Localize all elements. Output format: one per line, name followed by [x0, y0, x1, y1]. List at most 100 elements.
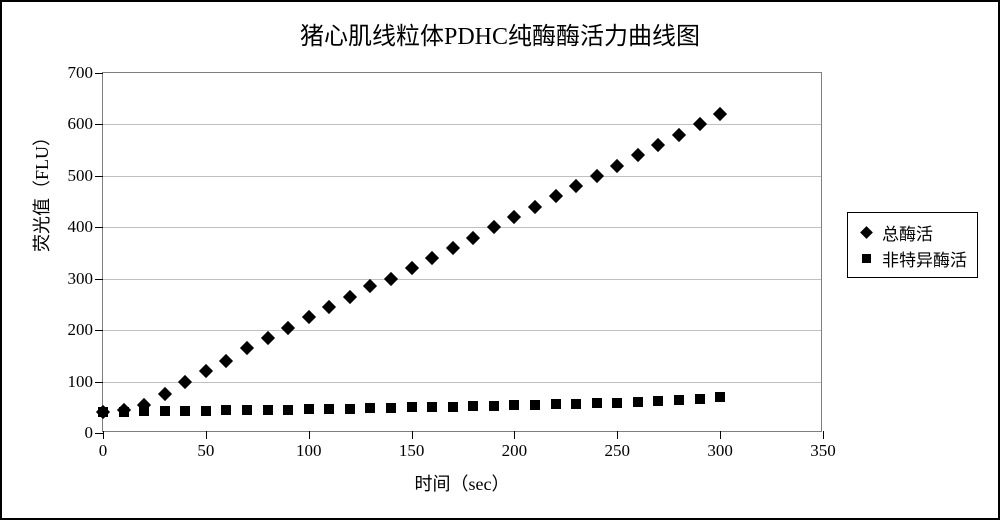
x-tick-label: 50	[181, 441, 231, 461]
data-point	[304, 404, 314, 414]
data-point	[345, 404, 355, 414]
data-point	[425, 251, 439, 265]
x-tick-label: 200	[489, 441, 539, 461]
data-point	[158, 387, 172, 401]
data-point	[404, 261, 418, 275]
y-tick-label: 700	[33, 63, 93, 83]
data-point	[240, 341, 254, 355]
y-tick-label: 0	[33, 423, 93, 443]
legend-item: 总酶活	[856, 219, 967, 245]
data-point	[713, 107, 727, 121]
data-point	[612, 398, 622, 408]
data-point	[569, 179, 583, 193]
y-tick-label: 100	[33, 372, 93, 392]
y-tick-label: 200	[33, 320, 93, 340]
y-tick	[95, 382, 103, 383]
data-point	[468, 401, 478, 411]
data-point	[528, 200, 542, 214]
y-tick	[95, 176, 103, 177]
data-point	[139, 406, 149, 416]
data-point	[633, 397, 643, 407]
gridline	[103, 124, 821, 125]
data-point	[178, 374, 192, 388]
data-point	[363, 279, 377, 293]
x-axis-label: 时间（sec）	[102, 470, 822, 496]
data-point	[427, 402, 437, 412]
data-point	[119, 407, 129, 417]
data-point	[324, 404, 334, 414]
legend-label: 总酶活	[882, 220, 933, 245]
gridline	[103, 227, 821, 228]
data-point	[386, 403, 396, 413]
data-point	[571, 399, 581, 409]
square-icon	[856, 248, 876, 268]
data-point	[263, 405, 273, 415]
data-point	[592, 398, 602, 408]
data-point	[302, 310, 316, 324]
data-point	[199, 364, 213, 378]
data-point	[201, 406, 211, 416]
data-point	[384, 272, 398, 286]
data-point	[98, 407, 108, 417]
legend: 总酶活 非特异酶活	[847, 212, 978, 278]
data-point	[283, 405, 293, 415]
plot-area: 0100200300400500600700050100150200250300…	[102, 72, 822, 432]
data-point	[446, 241, 460, 255]
data-point	[281, 320, 295, 334]
data-point	[715, 392, 725, 402]
y-tick	[95, 227, 103, 228]
y-tick-label: 300	[33, 269, 93, 289]
x-tick-label: 150	[387, 441, 437, 461]
data-point	[365, 403, 375, 413]
gridline	[103, 176, 821, 177]
data-point	[551, 399, 561, 409]
legend-item: 非特异酶活	[856, 245, 967, 271]
data-point	[530, 400, 540, 410]
data-point	[674, 395, 684, 405]
y-tick	[95, 124, 103, 125]
x-tick	[617, 431, 618, 439]
data-point	[489, 401, 499, 411]
y-tick-label: 400	[33, 217, 93, 237]
gridline	[103, 330, 821, 331]
data-point	[242, 405, 252, 415]
data-point	[487, 220, 501, 234]
data-point	[221, 405, 231, 415]
x-tick	[720, 431, 721, 439]
data-point	[610, 158, 624, 172]
data-point	[692, 117, 706, 131]
legend-label: 非特异酶活	[882, 246, 967, 271]
y-tick	[95, 73, 103, 74]
y-tick-label: 600	[33, 114, 93, 134]
x-tick	[514, 431, 515, 439]
x-tick-label: 300	[695, 441, 745, 461]
data-point	[466, 230, 480, 244]
x-tick-label: 100	[284, 441, 334, 461]
data-point	[219, 354, 233, 368]
data-point	[260, 331, 274, 345]
data-point	[672, 128, 686, 142]
data-point	[448, 402, 458, 412]
data-point	[160, 406, 170, 416]
y-tick	[95, 433, 103, 434]
data-point	[180, 406, 190, 416]
data-point	[407, 402, 417, 412]
data-point	[548, 189, 562, 203]
gridline	[103, 279, 821, 280]
y-tick	[95, 330, 103, 331]
y-tick-label: 500	[33, 166, 93, 186]
x-tick	[206, 431, 207, 439]
data-point	[590, 169, 604, 183]
plot-wrap: 0100200300400500600700050100150200250300…	[102, 72, 822, 432]
x-tick	[823, 431, 824, 439]
data-point	[507, 210, 521, 224]
x-tick	[412, 431, 413, 439]
chart-title: 猪心肌线粒体PDHC纯酶酶活力曲线图	[2, 2, 998, 51]
x-tick	[309, 431, 310, 439]
x-tick-label: 0	[78, 441, 128, 461]
data-point	[322, 300, 336, 314]
data-point	[509, 400, 519, 410]
diamond-icon	[856, 222, 876, 242]
x-tick-label: 350	[798, 441, 848, 461]
x-tick	[103, 431, 104, 439]
